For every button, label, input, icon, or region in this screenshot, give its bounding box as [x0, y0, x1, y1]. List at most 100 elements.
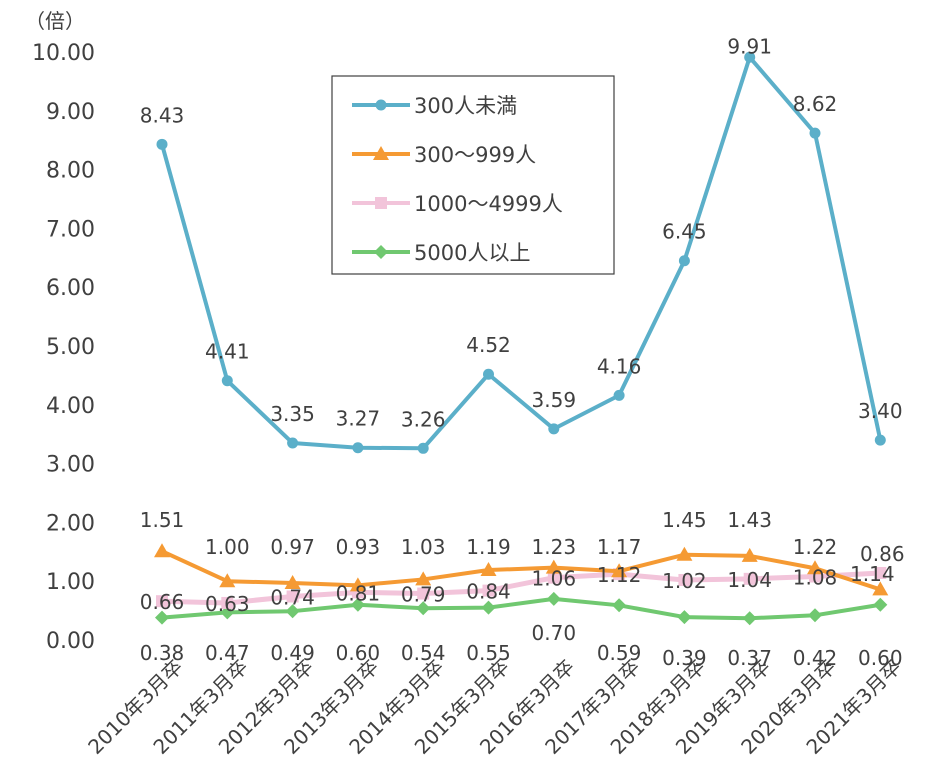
data-label: 0.70	[532, 621, 577, 645]
y-tick-label: 3.00	[46, 453, 95, 478]
data-label: 0.47	[205, 641, 250, 665]
y-tick-label: 9.00	[46, 100, 95, 125]
data-label: 1.45	[662, 508, 707, 532]
legend-item: 300〜999人	[352, 143, 536, 167]
series-1	[154, 543, 889, 596]
legend: 300人未満 300〜999人 1000〜4999人 5000人以上	[331, 75, 615, 275]
data-point	[545, 559, 562, 574]
data-point	[480, 562, 497, 577]
x-axis: 2010年3月卒2011年3月卒2012年3月卒2013年3月卒2014年3月卒…	[83, 655, 906, 759]
data-point	[678, 255, 690, 267]
data-label: 3.40	[858, 399, 903, 423]
data-point	[286, 590, 299, 603]
y-tick-label: 8.00	[46, 159, 95, 184]
data-point	[416, 601, 431, 616]
data-point	[155, 610, 169, 625]
data-point	[547, 571, 560, 584]
data-point	[743, 572, 756, 585]
data-label: 9.91	[727, 34, 772, 58]
data-label: 0.86	[860, 542, 905, 566]
data-point	[808, 608, 822, 623]
y-tick-label: 10.00	[32, 41, 95, 66]
data-label: 4.52	[466, 333, 511, 357]
data-label: 1.22	[793, 535, 838, 559]
data-point	[349, 577, 366, 592]
y-axis: 0.00 1.00 2.00 3.00 4.00 5.00 6.00 7.00 8.00 9.00…	[32, 41, 95, 654]
legend-label: 300〜999人	[414, 143, 536, 167]
data-label: 1.19	[466, 535, 511, 559]
data-label: 1.12	[597, 563, 642, 587]
data-label: 1.23	[532, 535, 577, 559]
series-line	[160, 55, 883, 451]
data-point	[874, 434, 886, 446]
data-point	[219, 573, 236, 588]
data-point	[156, 595, 168, 608]
data-point	[287, 437, 299, 449]
series-0	[156, 51, 886, 454]
legend-label: 1000〜4999人	[414, 192, 563, 216]
data-point	[417, 587, 430, 600]
series-3	[155, 591, 888, 626]
data-label: 0.63	[205, 592, 250, 616]
data-label: 0.66	[140, 590, 185, 614]
y-tick-label: 7.00	[46, 217, 95, 242]
data-label: 4.41	[205, 340, 250, 364]
series-line	[161, 596, 881, 621]
data-point	[873, 597, 888, 612]
y-unit-label: （倍）	[25, 9, 85, 33]
data-point	[284, 574, 301, 589]
data-label: 0.97	[270, 535, 315, 559]
legend-marker	[373, 146, 389, 160]
data-point	[874, 566, 887, 579]
series-line	[161, 570, 881, 606]
data-label: 1.08	[793, 565, 838, 589]
data-label: 1.00	[205, 535, 250, 559]
y-tick-label: 1.00	[46, 570, 95, 595]
data-label: 0.93	[336, 535, 381, 559]
data-label: 1.51	[140, 508, 185, 532]
data-label: 1.06	[532, 567, 577, 591]
data-label: 6.45	[662, 220, 707, 244]
data-label: 0.39	[662, 646, 707, 670]
data-point	[677, 610, 692, 625]
data-label: 3.26	[401, 407, 446, 431]
data-labels-layer: 8.43 4.41 3.35 3.27 3.26 4.52 3.59 4.16 6.45 9.91…	[140, 34, 905, 670]
data-label: 0.54	[401, 641, 446, 665]
y-tick-label: 2.00	[46, 511, 95, 536]
data-point	[154, 543, 170, 558]
data-point	[809, 127, 821, 139]
data-label: 0.81	[336, 581, 381, 605]
data-label: 0.60	[858, 646, 903, 670]
legend-item: 300人未満	[352, 94, 517, 118]
y-tick-label: 6.00	[46, 276, 95, 301]
data-point	[676, 546, 693, 561]
data-label: 1.14	[850, 562, 895, 586]
data-label: 0.49	[270, 641, 315, 665]
data-point	[482, 584, 495, 597]
data-label: 1.03	[401, 535, 446, 559]
data-point	[481, 600, 496, 615]
legend-marker	[375, 99, 387, 111]
legend-marker	[374, 245, 388, 259]
y-tick-label: 0.00	[46, 629, 95, 654]
y-tick-label: 5.00	[46, 335, 95, 360]
data-label: 4.16	[597, 354, 642, 378]
data-point	[807, 560, 823, 575]
data-point	[221, 375, 233, 387]
legend-label: 300人未満	[414, 94, 517, 118]
data-point	[417, 442, 429, 454]
legend-item: 5000人以上	[352, 241, 530, 265]
data-point	[415, 571, 432, 586]
data-point	[352, 442, 364, 454]
data-label: 3.35	[270, 402, 315, 426]
data-label: 0.38	[140, 641, 185, 665]
data-label: 0.59	[597, 641, 642, 665]
legend-label: 5000人以上	[414, 241, 530, 265]
data-label: 8.43	[140, 103, 185, 127]
data-point	[546, 591, 561, 606]
data-label: 1.43	[727, 508, 772, 532]
data-label: 1.17	[597, 535, 642, 559]
series-line	[161, 549, 881, 592]
data-label: 0.84	[466, 580, 511, 604]
